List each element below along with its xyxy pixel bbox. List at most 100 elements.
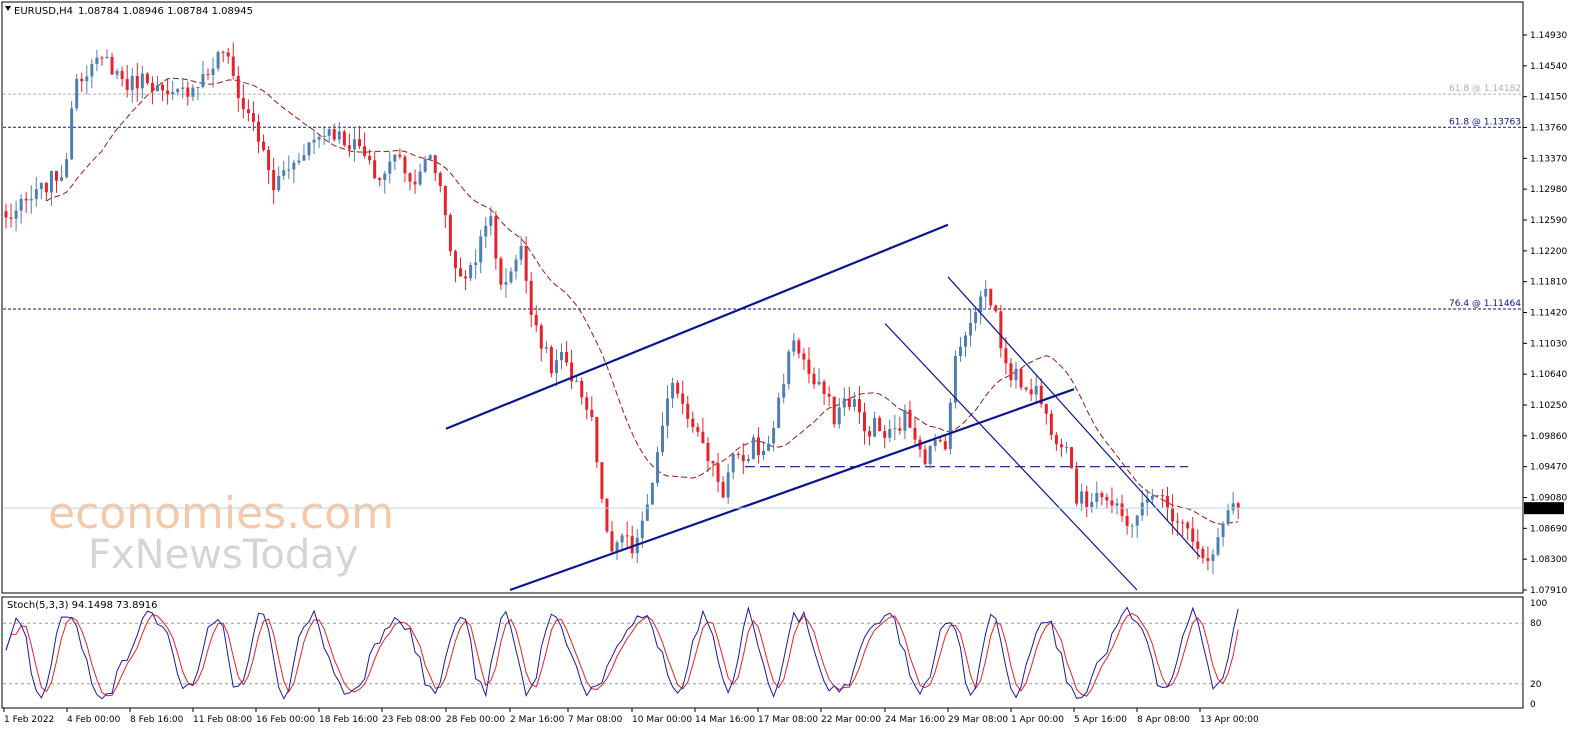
candle-body <box>666 398 670 426</box>
candle-body <box>246 109 250 114</box>
price-tick-label: 1.11810 <box>1530 278 1567 288</box>
candle <box>368 149 372 165</box>
candle <box>767 435 771 452</box>
candle <box>484 217 488 249</box>
candle-body <box>721 481 725 498</box>
candle <box>832 396 836 428</box>
time-tick-label: 5 Apr 16:00 <box>1074 715 1127 725</box>
price-tick-label: 1.14930 <box>1530 31 1567 41</box>
candle-body <box>888 428 892 438</box>
candle <box>549 345 553 378</box>
candle-body <box>524 246 528 281</box>
time-tick-label: 10 Mar 00:00 <box>632 715 692 725</box>
candle <box>565 340 569 367</box>
candle <box>236 66 240 112</box>
candle <box>1080 483 1084 511</box>
candle <box>1024 386 1028 392</box>
candle-body <box>1034 385 1038 395</box>
candle <box>726 463 730 504</box>
candle-body <box>585 397 589 410</box>
time-tick-label: 1 Feb 2022 <box>4 715 54 725</box>
chart-ohlc: 1.08784 1.08946 1.08784 1.08945 <box>78 6 253 17</box>
candle-body <box>257 121 260 142</box>
candle <box>1140 490 1144 522</box>
candle <box>741 443 745 475</box>
candle-body <box>1110 500 1114 506</box>
candle-body <box>287 169 291 171</box>
candle <box>312 129 316 155</box>
candle <box>1130 523 1134 539</box>
candle-body <box>746 458 750 462</box>
candle-body <box>878 417 882 432</box>
candle <box>464 270 468 291</box>
candle-body <box>216 52 220 69</box>
time-tick-label: 28 Feb 00:00 <box>446 715 505 725</box>
rising-channel-lower <box>509 388 1075 592</box>
candle-body <box>145 73 149 84</box>
time-tick-label: 14 Mar 16:00 <box>695 715 755 725</box>
candle-body <box>413 181 417 185</box>
time-tick-label: 8 Feb 16:00 <box>130 715 184 725</box>
candle <box>388 152 392 184</box>
candle <box>499 256 503 290</box>
candle <box>524 236 528 294</box>
candle-body <box>964 335 967 347</box>
candle-body <box>504 282 508 285</box>
candle <box>519 236 523 265</box>
candle <box>1115 498 1119 515</box>
stoch-lines <box>5 606 1239 700</box>
candle <box>398 148 402 160</box>
candle <box>600 462 604 503</box>
candle-body <box>1009 363 1013 381</box>
candle <box>736 451 740 459</box>
candle <box>307 141 311 161</box>
candle-body <box>368 155 372 161</box>
candle-body <box>378 178 382 181</box>
candle-body <box>453 251 457 269</box>
price-tick-label: 1.09080 <box>1530 494 1567 504</box>
candle <box>75 74 79 112</box>
candle <box>812 367 816 389</box>
candle <box>686 395 690 428</box>
candle <box>716 452 720 493</box>
candle-body <box>807 359 811 374</box>
price-tick-label: 1.09470 <box>1530 463 1567 473</box>
candle <box>1049 409 1053 440</box>
candle <box>55 170 58 193</box>
candle-body <box>595 416 599 463</box>
candle <box>1044 403 1048 425</box>
candle-body <box>903 409 907 431</box>
candle <box>928 445 932 469</box>
candle-body <box>1186 522 1190 529</box>
price-tick-label: 1.11030 <box>1530 339 1567 349</box>
candle <box>827 386 831 407</box>
candle-body <box>196 86 200 88</box>
candle <box>1070 446 1074 469</box>
fib-level-label: 76.4 @ 1.11464 <box>1449 299 1521 309</box>
candle-body <box>736 453 740 456</box>
candle-body <box>822 381 826 395</box>
candle-body <box>792 340 796 352</box>
candle <box>206 68 210 80</box>
candle <box>342 129 346 147</box>
candle <box>676 380 680 399</box>
fib-level-label: 61.8 @ 1.13763 <box>1449 117 1521 127</box>
price-tick-label: 1.11420 <box>1530 309 1567 319</box>
candle-body <box>327 129 331 136</box>
candle <box>842 387 846 417</box>
candle <box>1105 493 1109 509</box>
candle <box>999 304 1003 358</box>
candle <box>1216 528 1220 557</box>
time-tick-label: 24 Mar 16:00 <box>885 715 945 725</box>
candle-body <box>1004 348 1008 364</box>
price-tick-label: 1.08690 <box>1530 524 1567 534</box>
candle-body <box>70 108 74 160</box>
candle-body <box>1181 522 1185 524</box>
candle-body <box>731 453 735 473</box>
candle-body <box>554 360 558 374</box>
dropdown-triangle-icon[interactable] <box>5 6 11 11</box>
candle <box>580 377 584 405</box>
falling-channel-upper <box>947 276 1201 558</box>
candle-body <box>176 88 180 93</box>
candle-body <box>928 445 932 464</box>
